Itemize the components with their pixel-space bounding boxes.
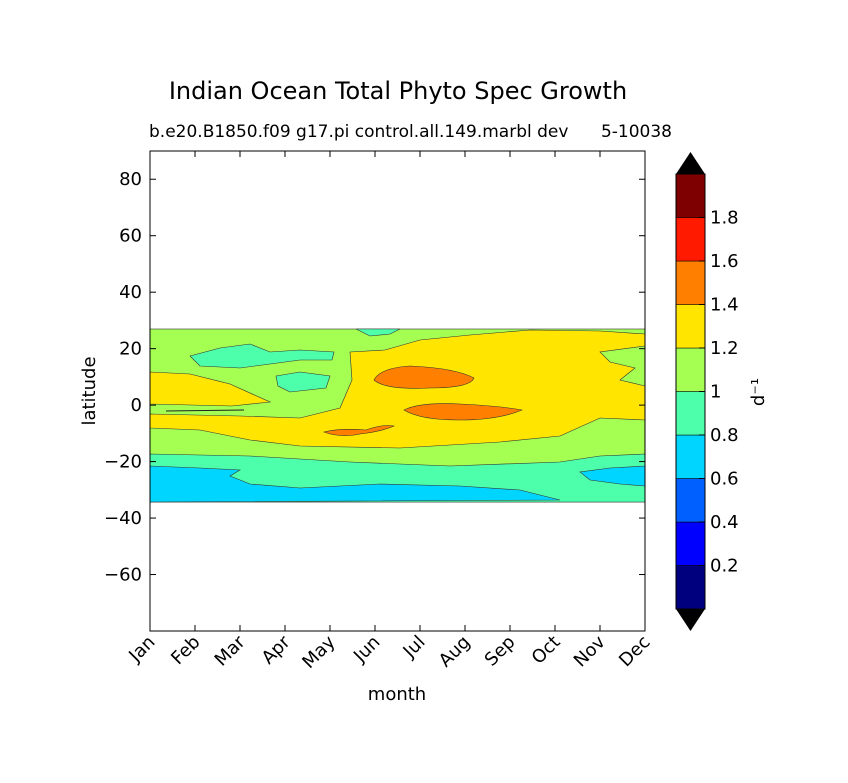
- x-tick-label: Jul: [399, 632, 430, 663]
- colorbar-tick-label: 1: [710, 382, 721, 403]
- colorbar: 0.2 0.4 0.6 0.8 1 1.2 1.4 1.6 1.8: [675, 152, 739, 631]
- colorbar-segment: [675, 304, 706, 349]
- colorbar-segment: [675, 434, 706, 479]
- x-tick-label: Aug: [435, 632, 475, 672]
- colorbar-extend-low: [676, 609, 705, 631]
- x-tick-label: Dec: [615, 632, 654, 671]
- colorbar-tick-label: 0.6: [710, 469, 739, 490]
- contour-patch-0.8-1.0-b: [275, 371, 331, 393]
- contour-band-1.4-1.6-west: [322, 425, 396, 436]
- chart-title: Indian Ocean Total Phyto Spec Growth: [169, 77, 627, 105]
- colorbar-segment: [675, 521, 706, 566]
- plot-frame: [149, 150, 646, 632]
- x-tick-label: Jan: [124, 632, 159, 667]
- contour-patch-0.8-1.0-a: [189, 343, 335, 369]
- colorbar-tick-label: 0.8: [710, 425, 739, 446]
- colorbar-extend-high: [676, 152, 705, 174]
- colorbar-segment: [675, 565, 706, 610]
- chart-subtitle-left: b.e20.B1850.f09 g17.pi control.all.149.m…: [149, 122, 568, 142]
- contour-band-1.4-1.6-south: [403, 403, 524, 421]
- y-tick-label: −40: [104, 508, 142, 529]
- x-tick-label: Mar: [211, 631, 250, 670]
- colorbar-tick-label: 1.4: [710, 295, 739, 316]
- x-tick-label: Feb: [167, 632, 204, 669]
- colorbar-segment: [675, 347, 706, 392]
- colorbar-segment: [675, 391, 706, 436]
- colorbar-tick-label: 0.4: [710, 512, 739, 533]
- x-tick-label: Jun: [349, 632, 384, 667]
- colorbar-segment: [675, 260, 706, 305]
- colorbar-tick-label: 1.8: [710, 208, 739, 229]
- y-axis-label: latitude: [79, 356, 100, 425]
- y-tick-label: −60: [104, 565, 142, 586]
- contour-band-0.6-0.8: [150, 465, 561, 503]
- contour-band-0.6-0.8-east: [579, 465, 645, 487]
- x-axis-label: month: [368, 684, 426, 705]
- colorbar-tick-label: 1.6: [710, 251, 739, 272]
- colorbar-label: d⁻¹: [748, 378, 769, 406]
- colorbar-tick-label: 1.2: [710, 338, 739, 359]
- y-axis: 80 60 40 20 0 −20 −40 −60: [104, 169, 645, 586]
- y-tick-label: 60: [119, 226, 142, 247]
- x-tick-label: May: [298, 631, 339, 672]
- colorbar-segment: [675, 478, 706, 523]
- y-tick-label: 0: [131, 395, 142, 416]
- y-tick-label: 40: [119, 282, 142, 303]
- y-tick-label: 20: [119, 339, 142, 360]
- contour-field: [150, 328, 645, 503]
- x-tick-label: Sep: [481, 632, 520, 671]
- contour-band-1.2-1.4: [150, 329, 645, 449]
- x-tick-label: Apr: [258, 631, 295, 668]
- contour-patch-0.8-1.0-c: [355, 328, 401, 337]
- colorbar-segment: [675, 217, 706, 262]
- contour-line-fragment: [165, 409, 245, 412]
- contour-band-1.4-1.6-north: [373, 365, 475, 389]
- colorbar-segment: [675, 173, 706, 218]
- x-tick-label: Oct: [528, 632, 565, 669]
- y-tick-label: −20: [104, 452, 142, 473]
- y-tick-label: 80: [119, 169, 142, 190]
- colorbar-tick-label: 0.2: [710, 556, 739, 577]
- x-tick-label: Nov: [570, 631, 610, 671]
- chart-subtitle-right: 5-10038: [601, 122, 672, 142]
